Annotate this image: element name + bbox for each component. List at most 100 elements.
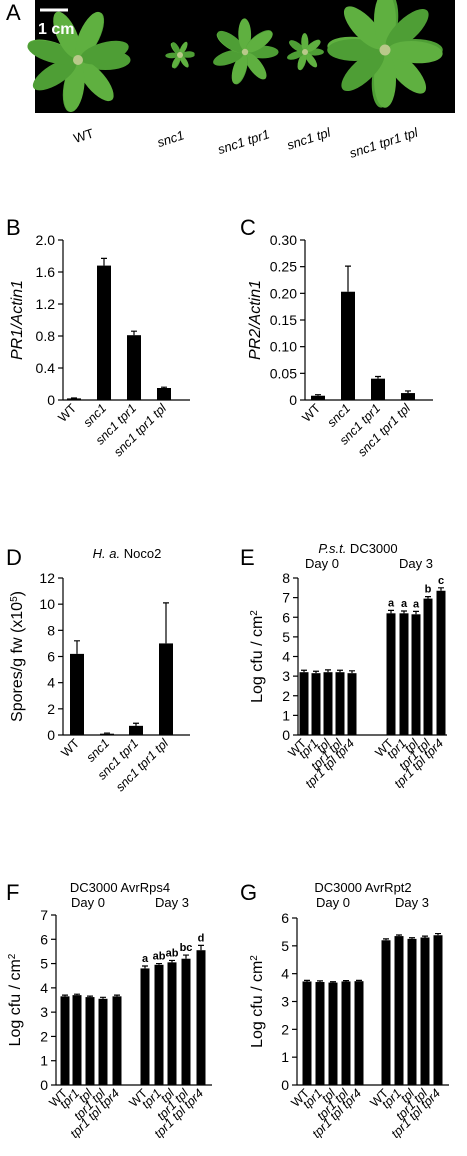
- bar: [423, 598, 433, 735]
- bar: [100, 733, 114, 735]
- bar: [311, 395, 325, 400]
- scale-bar-label: 1 cm: [38, 21, 74, 38]
- y-tick-label: 0.4: [36, 360, 56, 376]
- plant-leaf: [32, 58, 77, 91]
- error-bar: [396, 934, 402, 937]
- bar: [420, 937, 430, 1085]
- y-tick-label: 0: [40, 1077, 48, 1093]
- plant-leaf: [304, 52, 318, 68]
- error-bar: [375, 375, 381, 379]
- text-part: P.s.t.: [318, 541, 346, 556]
- chart-title: P.s.t. DC3000: [318, 541, 397, 556]
- text-part: Log cfu / cm: [249, 961, 266, 1048]
- y-tick-label: 5: [282, 629, 290, 645]
- error-bar: [104, 732, 110, 734]
- panel-letter: E: [240, 545, 255, 570]
- bar: [157, 388, 171, 400]
- y-tick-label: 4: [282, 649, 290, 665]
- bar: [112, 996, 122, 1085]
- error-bar: [405, 390, 411, 394]
- error-bar: [101, 257, 107, 266]
- error-bar: [131, 330, 137, 336]
- error-bar: [169, 959, 175, 963]
- error-bar: [313, 670, 319, 674]
- bar: [433, 935, 443, 1085]
- bar: [60, 996, 70, 1085]
- text-part: H. a.: [93, 546, 120, 561]
- y-tick-label: 8: [282, 570, 290, 586]
- plant-leaf: [343, 6, 385, 50]
- y-tick-label: 6: [282, 609, 290, 625]
- plants: [27, 0, 443, 113]
- plant-center: [241, 48, 249, 56]
- error-bar: [330, 981, 336, 983]
- significance-letter: b: [425, 584, 432, 596]
- plant-leaf: [305, 40, 321, 53]
- bar: [341, 291, 355, 400]
- text-part: DC3000: [346, 541, 397, 556]
- plant-center: [379, 44, 391, 56]
- bar: [299, 672, 309, 735]
- y-tick-label: 0.30: [270, 232, 297, 248]
- bar: [167, 962, 177, 1085]
- group-label: Day 3: [155, 895, 189, 910]
- error-bar: [413, 610, 419, 615]
- y-tick-label: 6: [47, 649, 55, 665]
- significance-letter: a: [142, 953, 149, 965]
- y-tick-label: 7: [282, 590, 290, 606]
- plant-leaf: [80, 40, 129, 65]
- text-part: Log cfu / cm: [249, 616, 266, 703]
- bar: [181, 958, 191, 1085]
- chart-title: DC3000 AvrRps4: [70, 880, 170, 895]
- significance-letter: a: [388, 597, 395, 609]
- error-bar: [304, 979, 310, 982]
- y-tick-label: 3: [40, 1004, 48, 1020]
- y-tick-label: 0.15: [270, 312, 297, 328]
- y-tick-label: 6: [40, 931, 48, 947]
- y-tick-label: 5: [40, 956, 48, 972]
- y-tick-label: 2: [282, 688, 290, 704]
- bar: [341, 981, 351, 1085]
- bar: [371, 378, 385, 400]
- error-bar: [74, 993, 80, 996]
- bar: [127, 335, 141, 400]
- error-bar: [100, 996, 106, 999]
- bar: [196, 950, 206, 1085]
- y-tick-label: 6: [281, 910, 289, 926]
- group-label: Day 0: [316, 895, 350, 910]
- y-axis-label: Spores/g fw (x105): [9, 591, 27, 722]
- significance-letter: a: [413, 598, 420, 610]
- error-bar: [383, 938, 389, 941]
- y-tick-label: 7: [40, 907, 48, 923]
- error-bar: [301, 669, 307, 673]
- panel-letter: B: [6, 215, 21, 240]
- plant-leaf: [171, 42, 181, 55]
- plant-leaf: [171, 55, 181, 68]
- bar: [323, 672, 333, 735]
- text-part: Log cfu / cm: [7, 959, 24, 1046]
- y-tick-label: 0.8: [36, 328, 56, 344]
- error-bar: [62, 994, 68, 997]
- genotype-label: snc1 tpl: [285, 124, 333, 152]
- bar: [399, 613, 409, 735]
- bar: [98, 998, 108, 1085]
- plant-leaf: [297, 52, 307, 71]
- bar: [154, 964, 164, 1085]
- error-bar: [317, 980, 323, 983]
- y-tick-label: 12: [39, 570, 55, 586]
- bar: [70, 653, 84, 735]
- text-part: 2: [7, 953, 18, 959]
- y-tick-label: 1: [282, 707, 290, 723]
- text-part: PR2/Actin1: [247, 280, 264, 360]
- text-part: PR1/Actin1: [9, 280, 26, 360]
- plant-leaf: [75, 11, 104, 59]
- y-tick-label: 2.0: [36, 232, 56, 248]
- bar: [302, 981, 312, 1085]
- text-part: Noco2: [120, 546, 161, 561]
- y-axis-label: Log cfu / cm2: [249, 610, 267, 703]
- y-tick-label: 4: [40, 980, 48, 996]
- y-tick-label: 1: [40, 1053, 48, 1069]
- plant-leaf: [179, 55, 189, 68]
- y-tick-label: 0: [282, 727, 290, 743]
- y-tick-label: 1.2: [36, 296, 56, 312]
